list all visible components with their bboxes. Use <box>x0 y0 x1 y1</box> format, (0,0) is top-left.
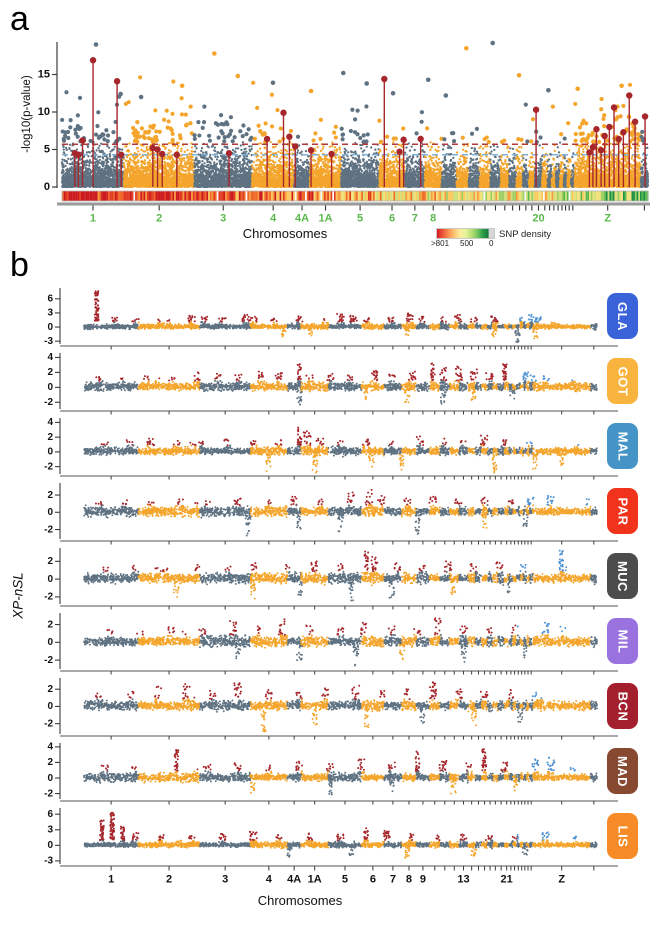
population-badge-label: MUC <box>615 560 631 592</box>
legend-max-label: >801 <box>431 239 450 248</box>
population-badge-label: BCN <box>614 691 630 721</box>
population-badge-mal: MAL <box>607 423 638 469</box>
population-badge-label: LIS <box>614 825 630 847</box>
panel-b-x-axis-label: Chromosomes <box>257 893 343 908</box>
population-badge-mil: MIL <box>607 618 638 664</box>
xpnsl-plot-canvas <box>0 250 655 937</box>
population-badge-label: GLA <box>614 301 630 331</box>
population-badge-label: PAR <box>614 497 630 525</box>
population-badge-gla: GLA <box>607 293 638 339</box>
legend-title: SNP density <box>499 229 552 240</box>
population-badge-bcn: BCN <box>607 683 638 729</box>
population-badge-label: MAL <box>614 431 630 461</box>
population-badge-label: GOT <box>614 366 630 396</box>
legend-mid-label: 500 <box>460 239 474 248</box>
population-badge-label: MAD <box>615 755 631 787</box>
panel-a-x-axis-label: Chromosomes <box>242 226 328 241</box>
panel-a-y-axis-label: -log10(p-value) <box>21 75 33 153</box>
population-badge-lis: LIS <box>607 813 638 859</box>
manhattan-plot-canvas <box>0 0 655 250</box>
population-badge-got: GOT <box>607 358 638 404</box>
population-badge-muc: MUC <box>607 553 638 599</box>
population-badge-label: MIL <box>614 629 630 653</box>
legend-min-label: 0 <box>489 239 494 248</box>
snp-density-legend: >801 500 0 SNP density <box>431 228 655 252</box>
snp-density-gradient-bar <box>436 228 495 239</box>
population-badge-mad: MAD <box>607 748 638 794</box>
population-badge-par: PAR <box>607 488 638 534</box>
panel-b-y-axis-label: XP-nSL <box>10 572 26 619</box>
